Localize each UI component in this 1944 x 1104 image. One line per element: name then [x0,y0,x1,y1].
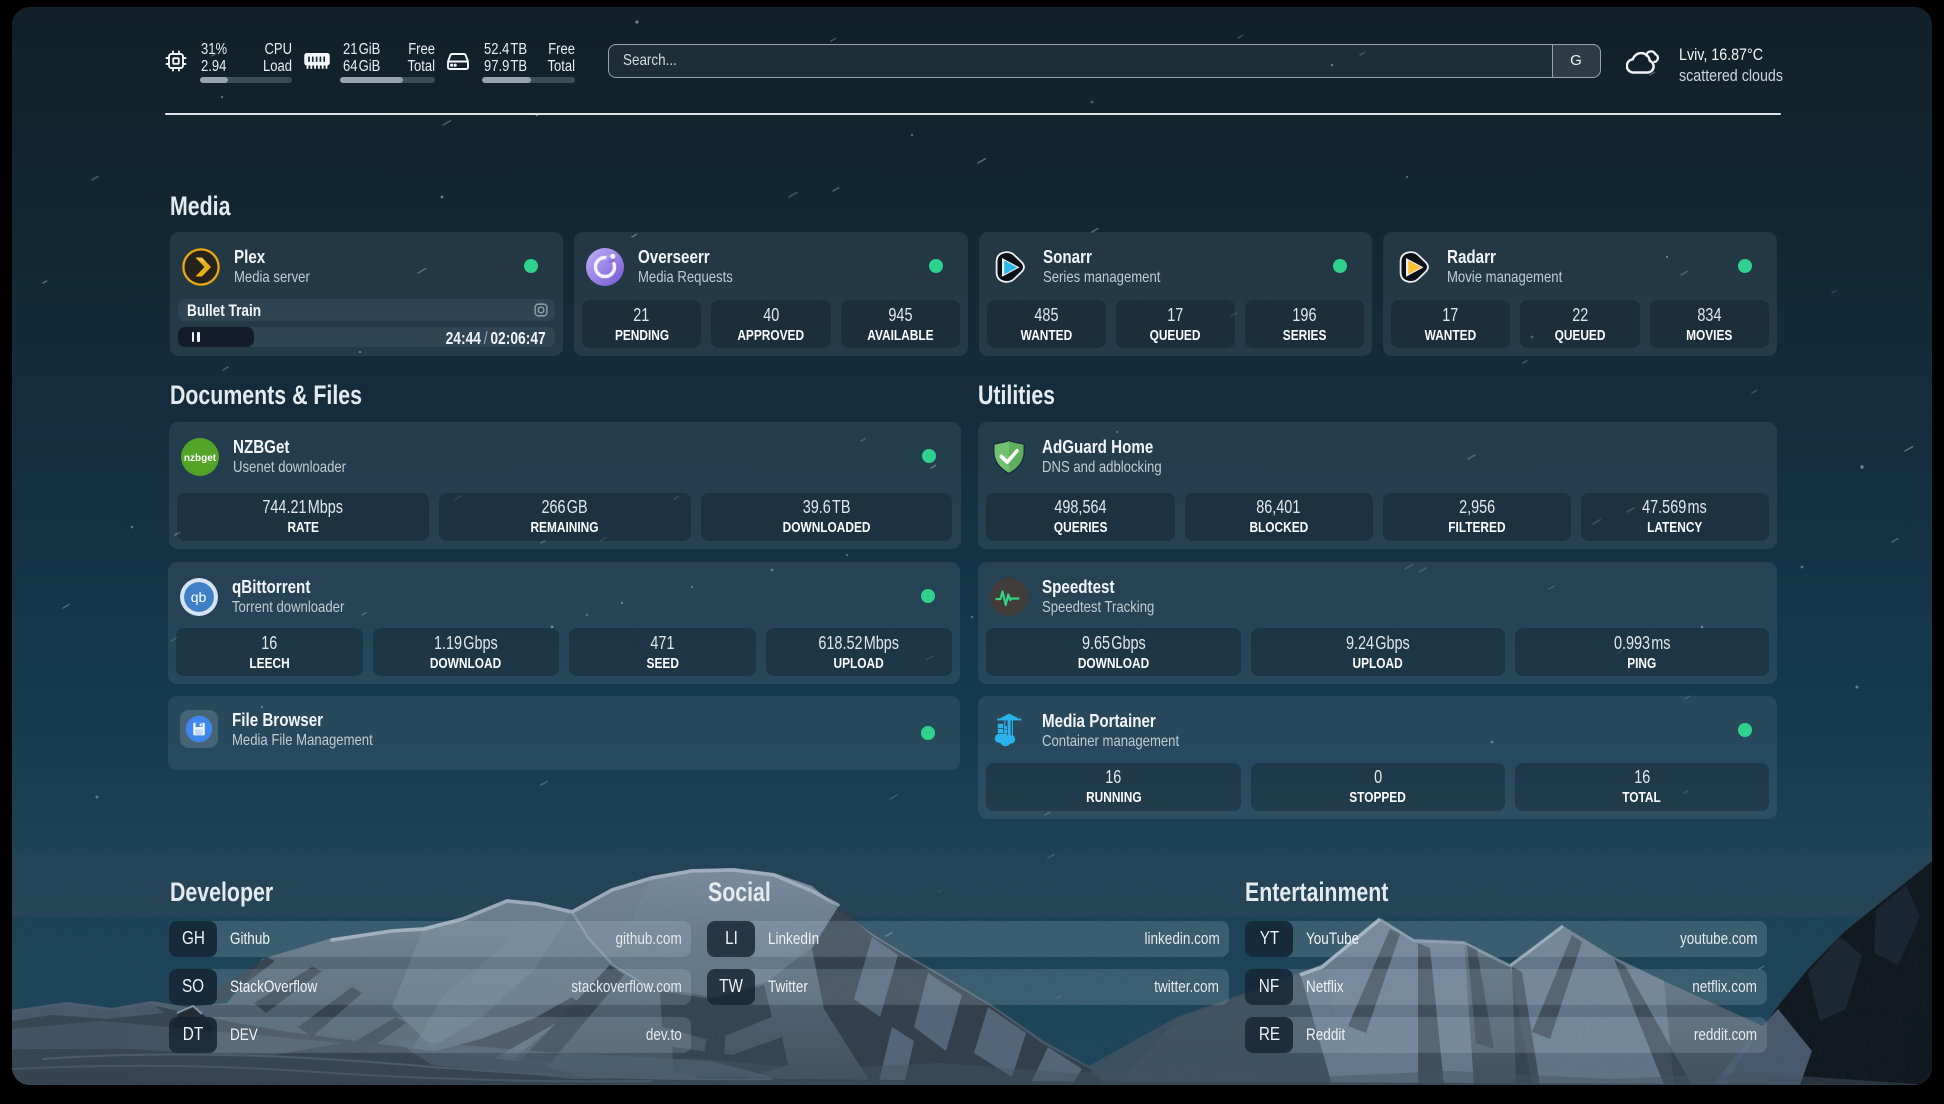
svg-text:nzbget: nzbget [184,453,217,464]
svg-text:qb: qb [191,589,207,605]
